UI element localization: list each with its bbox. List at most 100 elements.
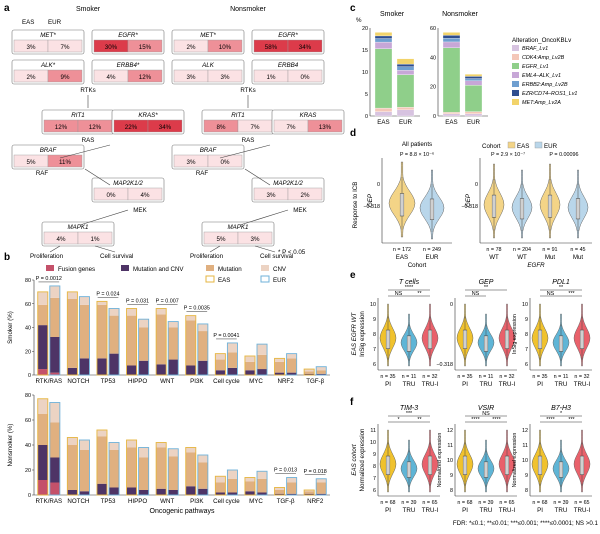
bar-outline	[226, 342, 238, 376]
heat-value-eur: 34%	[299, 44, 312, 51]
x-tick-label: TRU-I	[422, 507, 439, 514]
heat-cell-eur	[47, 69, 83, 83]
legend-label: EAS	[517, 143, 529, 150]
y-tick-label: 40	[430, 55, 436, 61]
x-tick-label: MYC	[249, 378, 263, 385]
bar-segment	[96, 430, 107, 437]
pvalue-label: P = 0.024	[96, 291, 119, 297]
bar-segment	[37, 304, 48, 326]
subplot-title: All patients	[402, 141, 432, 148]
heat-cell-eur	[127, 187, 163, 201]
bar-segment	[138, 457, 149, 490]
heat-value-eas: 12%	[55, 124, 68, 131]
n-label: n = 249	[423, 247, 441, 253]
arrow	[254, 245, 276, 253]
n-label: n = 35	[380, 374, 395, 380]
x-tick-label: PI	[537, 381, 543, 388]
heat-value-eas: 5%	[217, 236, 226, 243]
heat-cell-eur	[287, 39, 323, 53]
bar-outline	[256, 470, 268, 496]
bar-segment	[96, 483, 107, 495]
y-tick-label: 10	[522, 458, 528, 464]
arrow	[84, 168, 111, 186]
bar-segment	[156, 308, 167, 315]
panel-e-label: e	[350, 270, 356, 281]
outcome-label: Cell survival	[260, 253, 293, 260]
y-tick-label: 60	[25, 418, 31, 424]
bar-segment	[374, 35, 393, 39]
n-label: n = 39	[401, 500, 416, 506]
heat-cell-eur	[207, 154, 243, 168]
x-tick-label: PI	[385, 381, 391, 388]
bar-segment	[126, 315, 137, 366]
bar-segment	[185, 447, 196, 453]
bar-outline	[49, 285, 61, 376]
gene-name: MET*	[40, 32, 56, 39]
legend-label: EGFR_Lv1	[522, 64, 549, 70]
bar-outline	[66, 291, 78, 376]
heat-value-eur: 0%	[221, 159, 230, 166]
col-eur-label: EUR	[48, 19, 62, 26]
bar-segment	[156, 447, 167, 489]
x-tick-label: RTK/RAS	[35, 498, 62, 505]
legend-swatch	[512, 81, 519, 87]
bar-segment	[464, 76, 483, 79]
bar-segment	[286, 358, 297, 373]
bar-segment	[244, 370, 255, 375]
heat-value-eur: 3%	[221, 74, 230, 81]
y-tick-label: 80	[25, 278, 31, 284]
bar-segment	[37, 325, 48, 370]
bar-segment	[215, 492, 226, 495]
y-tick-label: 0	[450, 302, 453, 308]
y-axis-label-2: Normalized expression	[359, 428, 366, 491]
subplot-title: Smoker	[380, 11, 405, 18]
y-tick-label: 9	[373, 452, 376, 458]
bar-segment	[227, 478, 238, 493]
x-tick-label: PI	[537, 507, 543, 514]
x-axis-label: Oncogenic pathways	[150, 508, 215, 515]
bar-segment	[49, 285, 60, 298]
heat-value-eas: 22%	[125, 124, 138, 131]
gene-name: MAPK1	[68, 224, 89, 231]
legend-swatch	[121, 265, 129, 271]
bar-segment	[197, 462, 208, 489]
bar-segment	[79, 440, 90, 450]
arrow	[239, 209, 289, 226]
bar-segment	[156, 314, 167, 365]
bar-segment	[185, 365, 196, 375]
legend-swatch	[206, 265, 214, 271]
gene-name: RIT1	[231, 112, 244, 119]
sig-label: **	[417, 417, 422, 423]
x-tick-label: TRU	[555, 381, 568, 388]
legend-label: ERBB2:Amp_Lv2B	[522, 82, 568, 88]
bar-segment	[126, 440, 137, 448]
gene-name: ERBB4*	[117, 62, 140, 69]
bar-segment	[244, 361, 255, 371]
x-tick-label: WNT	[160, 498, 174, 505]
bar-outline	[303, 368, 315, 376]
arrow	[219, 144, 271, 159]
bar-segment	[464, 85, 483, 112]
n-label: n = 68	[457, 500, 472, 506]
bar-segment	[316, 478, 327, 483]
outcome-label: Cell survival	[100, 253, 133, 260]
x-tick-label: PI	[462, 507, 468, 514]
bar-segment	[244, 491, 255, 495]
sig-label: *	[560, 411, 563, 417]
bar-segment	[79, 296, 90, 305]
x-tick-label: EUR	[425, 254, 439, 261]
heat-value-eur: 3%	[251, 236, 260, 243]
bar-segment	[257, 478, 268, 493]
bar-outline	[315, 366, 327, 376]
sig-label: ****	[546, 417, 555, 423]
x-tick-label: TP53	[101, 378, 116, 385]
bar-segment	[197, 455, 208, 463]
heat-cell-eur	[307, 119, 343, 133]
gene-name: KRAS	[300, 112, 318, 119]
bar-outline	[244, 355, 256, 376]
panel-c-label: c	[350, 3, 356, 14]
bar-outline	[185, 315, 197, 376]
bar-outline	[197, 454, 209, 496]
bar-segment	[286, 372, 297, 375]
